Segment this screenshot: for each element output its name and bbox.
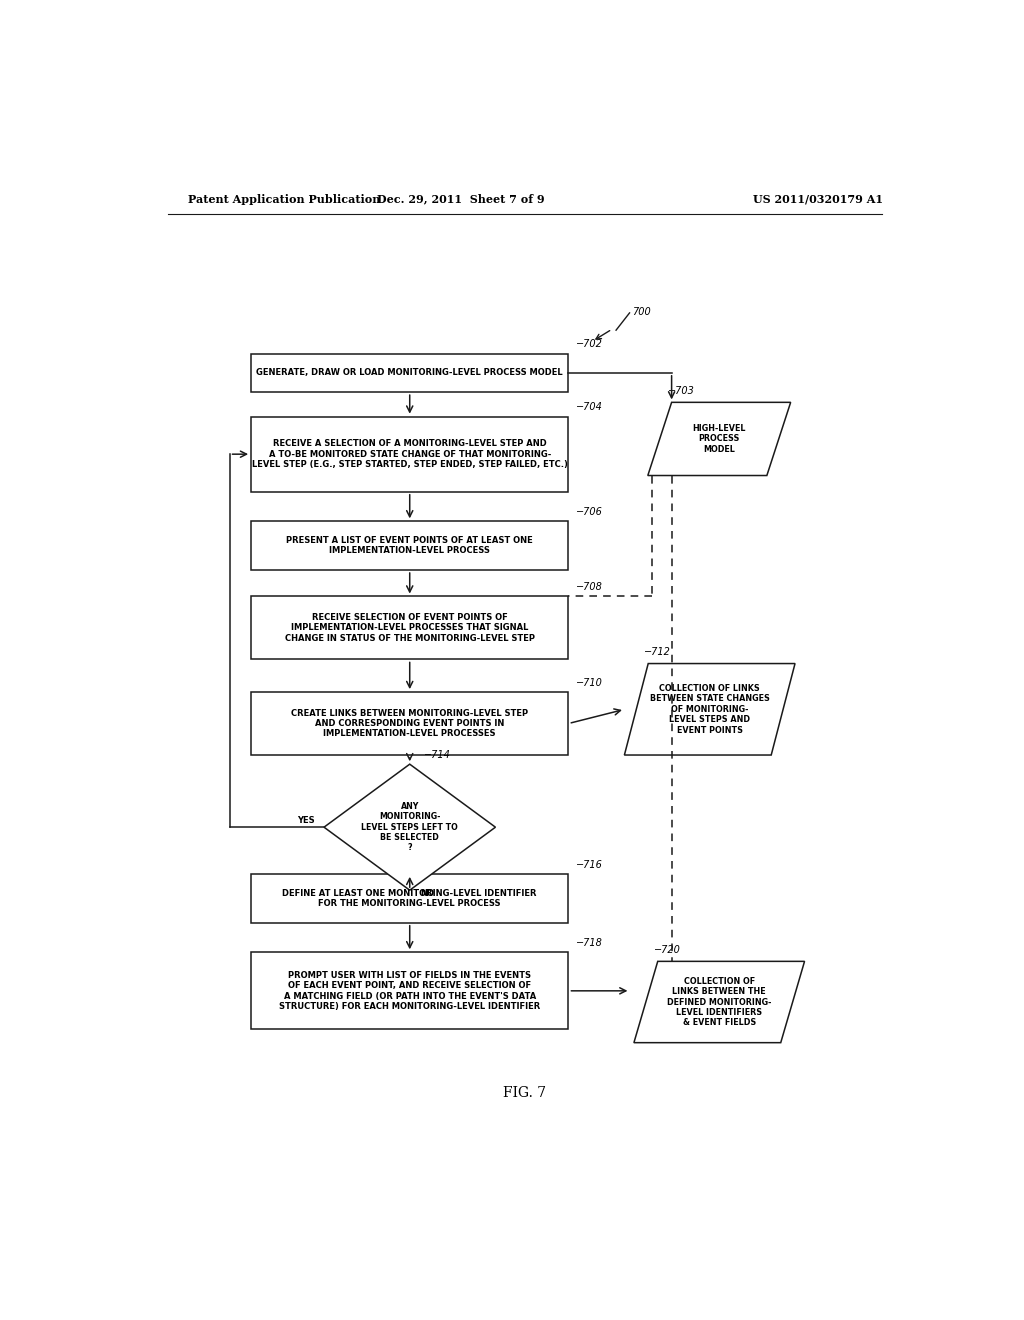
Text: 700: 700 (632, 308, 650, 317)
FancyBboxPatch shape (251, 521, 568, 570)
Polygon shape (625, 664, 795, 755)
Text: −706: −706 (577, 507, 603, 517)
Text: −704: −704 (577, 403, 603, 412)
Text: −702: −702 (577, 339, 603, 350)
Text: −708: −708 (577, 582, 603, 593)
Text: −718: −718 (577, 939, 603, 948)
FancyBboxPatch shape (251, 597, 568, 660)
FancyBboxPatch shape (251, 692, 568, 755)
Text: CREATE LINKS BETWEEN MONITORING-LEVEL STEP
AND CORRESPONDING EVENT POINTS IN
IMP: CREATE LINKS BETWEEN MONITORING-LEVEL ST… (291, 709, 528, 738)
Text: Patent Application Publication: Patent Application Publication (187, 194, 380, 205)
Text: DEFINE AT LEAST ONE MONITORING-LEVEL IDENTIFIER
FOR THE MONITORING-LEVEL PROCESS: DEFINE AT LEAST ONE MONITORING-LEVEL IDE… (283, 888, 537, 908)
Text: HIGH-LEVEL
PROCESS
MODEL: HIGH-LEVEL PROCESS MODEL (692, 424, 745, 454)
Polygon shape (634, 961, 805, 1043)
Text: −716: −716 (577, 859, 603, 870)
Polygon shape (648, 403, 791, 475)
Text: COLLECTION OF LINKS
BETWEEN STATE CHANGES
OF MONITORING-
LEVEL STEPS AND
EVENT P: COLLECTION OF LINKS BETWEEN STATE CHANGE… (650, 684, 770, 735)
Text: −712: −712 (644, 647, 671, 657)
Text: −710: −710 (577, 678, 603, 688)
Text: ANY
MONITORING-
LEVEL STEPS LEFT TO
BE SELECTED
?: ANY MONITORING- LEVEL STEPS LEFT TO BE S… (361, 801, 458, 853)
FancyBboxPatch shape (251, 354, 568, 392)
Text: PRESENT A LIST OF EVENT POINTS OF AT LEAST ONE
IMPLEMENTATION-LEVEL PROCESS: PRESENT A LIST OF EVENT POINTS OF AT LEA… (287, 536, 534, 556)
Text: YES: YES (297, 816, 314, 825)
Text: COLLECTION OF
LINKS BETWEEN THE
DEFINED MONITORING-
LEVEL IDENTIFIERS
& EVENT FI: COLLECTION OF LINKS BETWEEN THE DEFINED … (667, 977, 771, 1027)
Polygon shape (324, 764, 496, 890)
Text: GENERATE, DRAW OR LOAD MONITORING-LEVEL PROCESS MODEL: GENERATE, DRAW OR LOAD MONITORING-LEVEL … (256, 368, 563, 378)
Text: PROMPT USER WITH LIST OF FIELDS IN THE EVENTS
OF EACH EVENT POINT, AND RECEIVE S: PROMPT USER WITH LIST OF FIELDS IN THE E… (280, 970, 541, 1011)
Text: −720: −720 (653, 945, 681, 956)
Text: US 2011/0320179 A1: US 2011/0320179 A1 (754, 194, 884, 205)
Text: NO: NO (420, 888, 434, 898)
Text: FIG. 7: FIG. 7 (503, 1086, 547, 1101)
Text: RECEIVE SELECTION OF EVENT POINTS OF
IMPLEMENTATION-LEVEL PROCESSES THAT SIGNAL
: RECEIVE SELECTION OF EVENT POINTS OF IMP… (285, 612, 535, 643)
FancyBboxPatch shape (251, 952, 568, 1030)
FancyBboxPatch shape (251, 417, 568, 492)
Text: −714: −714 (424, 750, 451, 760)
Text: RECEIVE A SELECTION OF A MONITORING-LEVEL STEP AND
A TO-BE MONITORED STATE CHANG: RECEIVE A SELECTION OF A MONITORING-LEVE… (252, 440, 567, 469)
Text: Dec. 29, 2011  Sheet 7 of 9: Dec. 29, 2011 Sheet 7 of 9 (378, 194, 545, 205)
FancyBboxPatch shape (251, 874, 568, 923)
Text: −703: −703 (668, 387, 694, 396)
